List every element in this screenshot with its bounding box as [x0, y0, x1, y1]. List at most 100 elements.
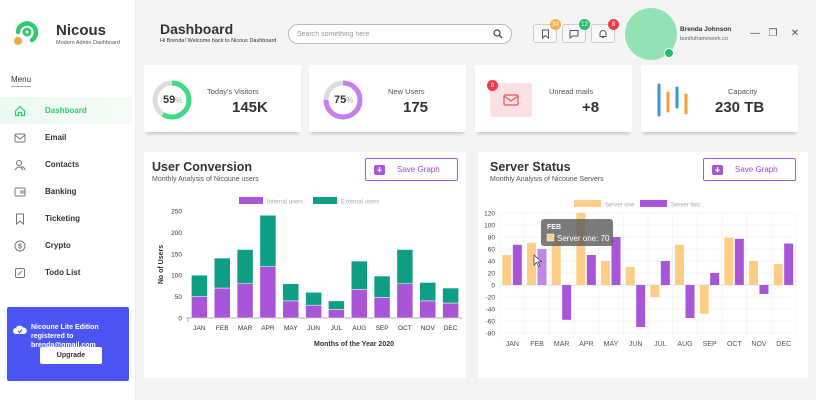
user-conversion-title: User Conversion [152, 160, 253, 174]
x-tick-label: JAN [506, 341, 519, 348]
legend-swatch [640, 200, 667, 207]
legend-label: Server one [605, 203, 635, 209]
y-axis-title: No of Users [158, 245, 165, 284]
mail-icon [14, 132, 26, 144]
bar-server-two [784, 243, 794, 285]
page-subtitle: Hi Brenda! Welcome back to Nicous Dashbo… [160, 38, 277, 44]
sidebar-item-email[interactable]: Email [0, 124, 132, 151]
page-title: Dashboard [160, 21, 234, 37]
x-tick-label: FEB [530, 341, 544, 348]
sidebar-item-label: Ticketing [45, 214, 80, 223]
new-users-label: New Users [388, 87, 425, 96]
save-graph-button[interactable]: Save Graph [365, 158, 458, 181]
user-name: Brenda Johnson [680, 26, 732, 33]
bar-external-users [214, 257, 231, 289]
sidebar-item-banking[interactable]: Banking [0, 178, 132, 205]
y-tick-label: 60 [488, 247, 496, 254]
messages-badge: 12 [579, 19, 590, 30]
x-tick-label: MAY [604, 341, 619, 348]
download-icon [712, 164, 723, 175]
promo-card: Nicoune Lite Edition registered to brend… [7, 307, 129, 381]
server-status-title: Server Status [490, 160, 571, 174]
bookmarks-button[interactable]: 34 [533, 19, 561, 43]
upgrade-button[interactable]: Upgrade [40, 347, 102, 364]
save-graph-label: Save Graph [735, 165, 778, 174]
x-tick-label: MAR [238, 325, 253, 332]
close-button[interactable]: ✕ [790, 28, 800, 39]
bar-internal-users [328, 309, 345, 319]
bar-internal-users [419, 300, 436, 319]
x-tick-label: OCT [727, 341, 743, 348]
sidebar-item-crypto[interactable]: $ Crypto [0, 232, 132, 259]
y-tick-label: 20 [488, 271, 496, 278]
mail-badge: 8 [487, 80, 498, 91]
x-axis-title: Months of the Year 2020 [314, 341, 394, 348]
x-tick-label: NOV [421, 325, 436, 332]
server-status-chart: Server one Server two -80 -60 -40 -20 0 20 40 60 8… [484, 200, 797, 348]
visitors-label: Today's Visitors [207, 87, 259, 96]
visitors-percent-value: 59 [163, 94, 176, 106]
bar-internal-users [305, 304, 322, 319]
edit-icon [14, 267, 26, 279]
restore-button[interactable]: ❐ [768, 28, 778, 39]
user-site: bunifuframework.co [680, 36, 728, 42]
bar-server-one [576, 213, 586, 285]
visitors-progress-ring [152, 80, 192, 120]
sidebar-item-label: Dashboard [45, 106, 87, 115]
save-graph-button[interactable]: Save Graph [703, 158, 796, 181]
bar-internal-users [191, 296, 208, 319]
server-status-subtitle: Monthly Analysis of Nicoune Servers [490, 176, 604, 183]
bar-external-users [305, 292, 322, 306]
bar-server-two [734, 238, 744, 285]
sidebar-item-contacts[interactable]: Contacts [0, 151, 132, 178]
bar-external-users [442, 287, 459, 304]
y-tick-label: 120 [484, 211, 495, 218]
visitors-progress-arc [152, 80, 192, 120]
bar-server-two [759, 285, 769, 294]
search-input[interactable] [297, 30, 493, 38]
legend-label: External users [341, 200, 379, 206]
y-tick-label: -20 [486, 295, 496, 302]
y-tick-label: -80 [486, 331, 496, 338]
bar-server-two [512, 244, 522, 285]
bar-external-users [419, 282, 436, 302]
sidebar-item-label: Email [45, 133, 67, 142]
chat-icon [569, 29, 579, 39]
x-tick-label: AUG [677, 341, 692, 348]
capacity-chart-icon [657, 83, 688, 117]
bar-internal-users [442, 302, 459, 319]
x-tick-label: FEB [216, 325, 229, 332]
mouse-cursor-icon [533, 254, 543, 267]
x-tick-label: OCT [398, 325, 412, 332]
coin-icon: $ [14, 240, 26, 252]
user-conversion-chart: Internal users External users 0 50 100 150 200… [158, 197, 462, 348]
new-users-percent-value: 75 [334, 94, 347, 106]
visitors-percent: 59% [163, 94, 182, 106]
percent-sign: % [346, 96, 354, 105]
x-tick-label: AUG [352, 325, 366, 332]
user-conversion-panel: User Conversion Monthly Analysis of Nico… [144, 152, 466, 378]
notifications-badge: 8 [608, 19, 619, 30]
sidebar-item-ticketing[interactable]: Ticketing [0, 205, 132, 232]
legend-swatch [239, 197, 263, 204]
avatar[interactable] [625, 8, 677, 60]
legend-label: Server two [671, 203, 700, 209]
bar-internal-users [351, 289, 368, 319]
bar-external-users [282, 283, 299, 302]
bar-server-two [586, 255, 596, 285]
search-icon[interactable] [493, 29, 503, 39]
x-tick-label: NOV [751, 341, 767, 348]
capacity-label: Capacity [728, 87, 758, 96]
online-status-dot [664, 48, 674, 58]
tooltip-box [541, 219, 613, 246]
messages-button[interactable]: 12 [562, 19, 590, 43]
sidebar-item-todo-list[interactable]: Todo List [0, 259, 132, 286]
bar-internal-users [214, 287, 231, 319]
sidebar-item-dashboard[interactable]: Dashboard [0, 97, 132, 124]
download-icon [374, 164, 385, 175]
notifications-button[interactable]: 8 [591, 19, 619, 43]
minimize-button[interactable]: — [750, 28, 760, 39]
x-tick-label: JUN [629, 341, 643, 348]
bar-server-two [636, 285, 646, 327]
legend-swatch [574, 200, 601, 207]
